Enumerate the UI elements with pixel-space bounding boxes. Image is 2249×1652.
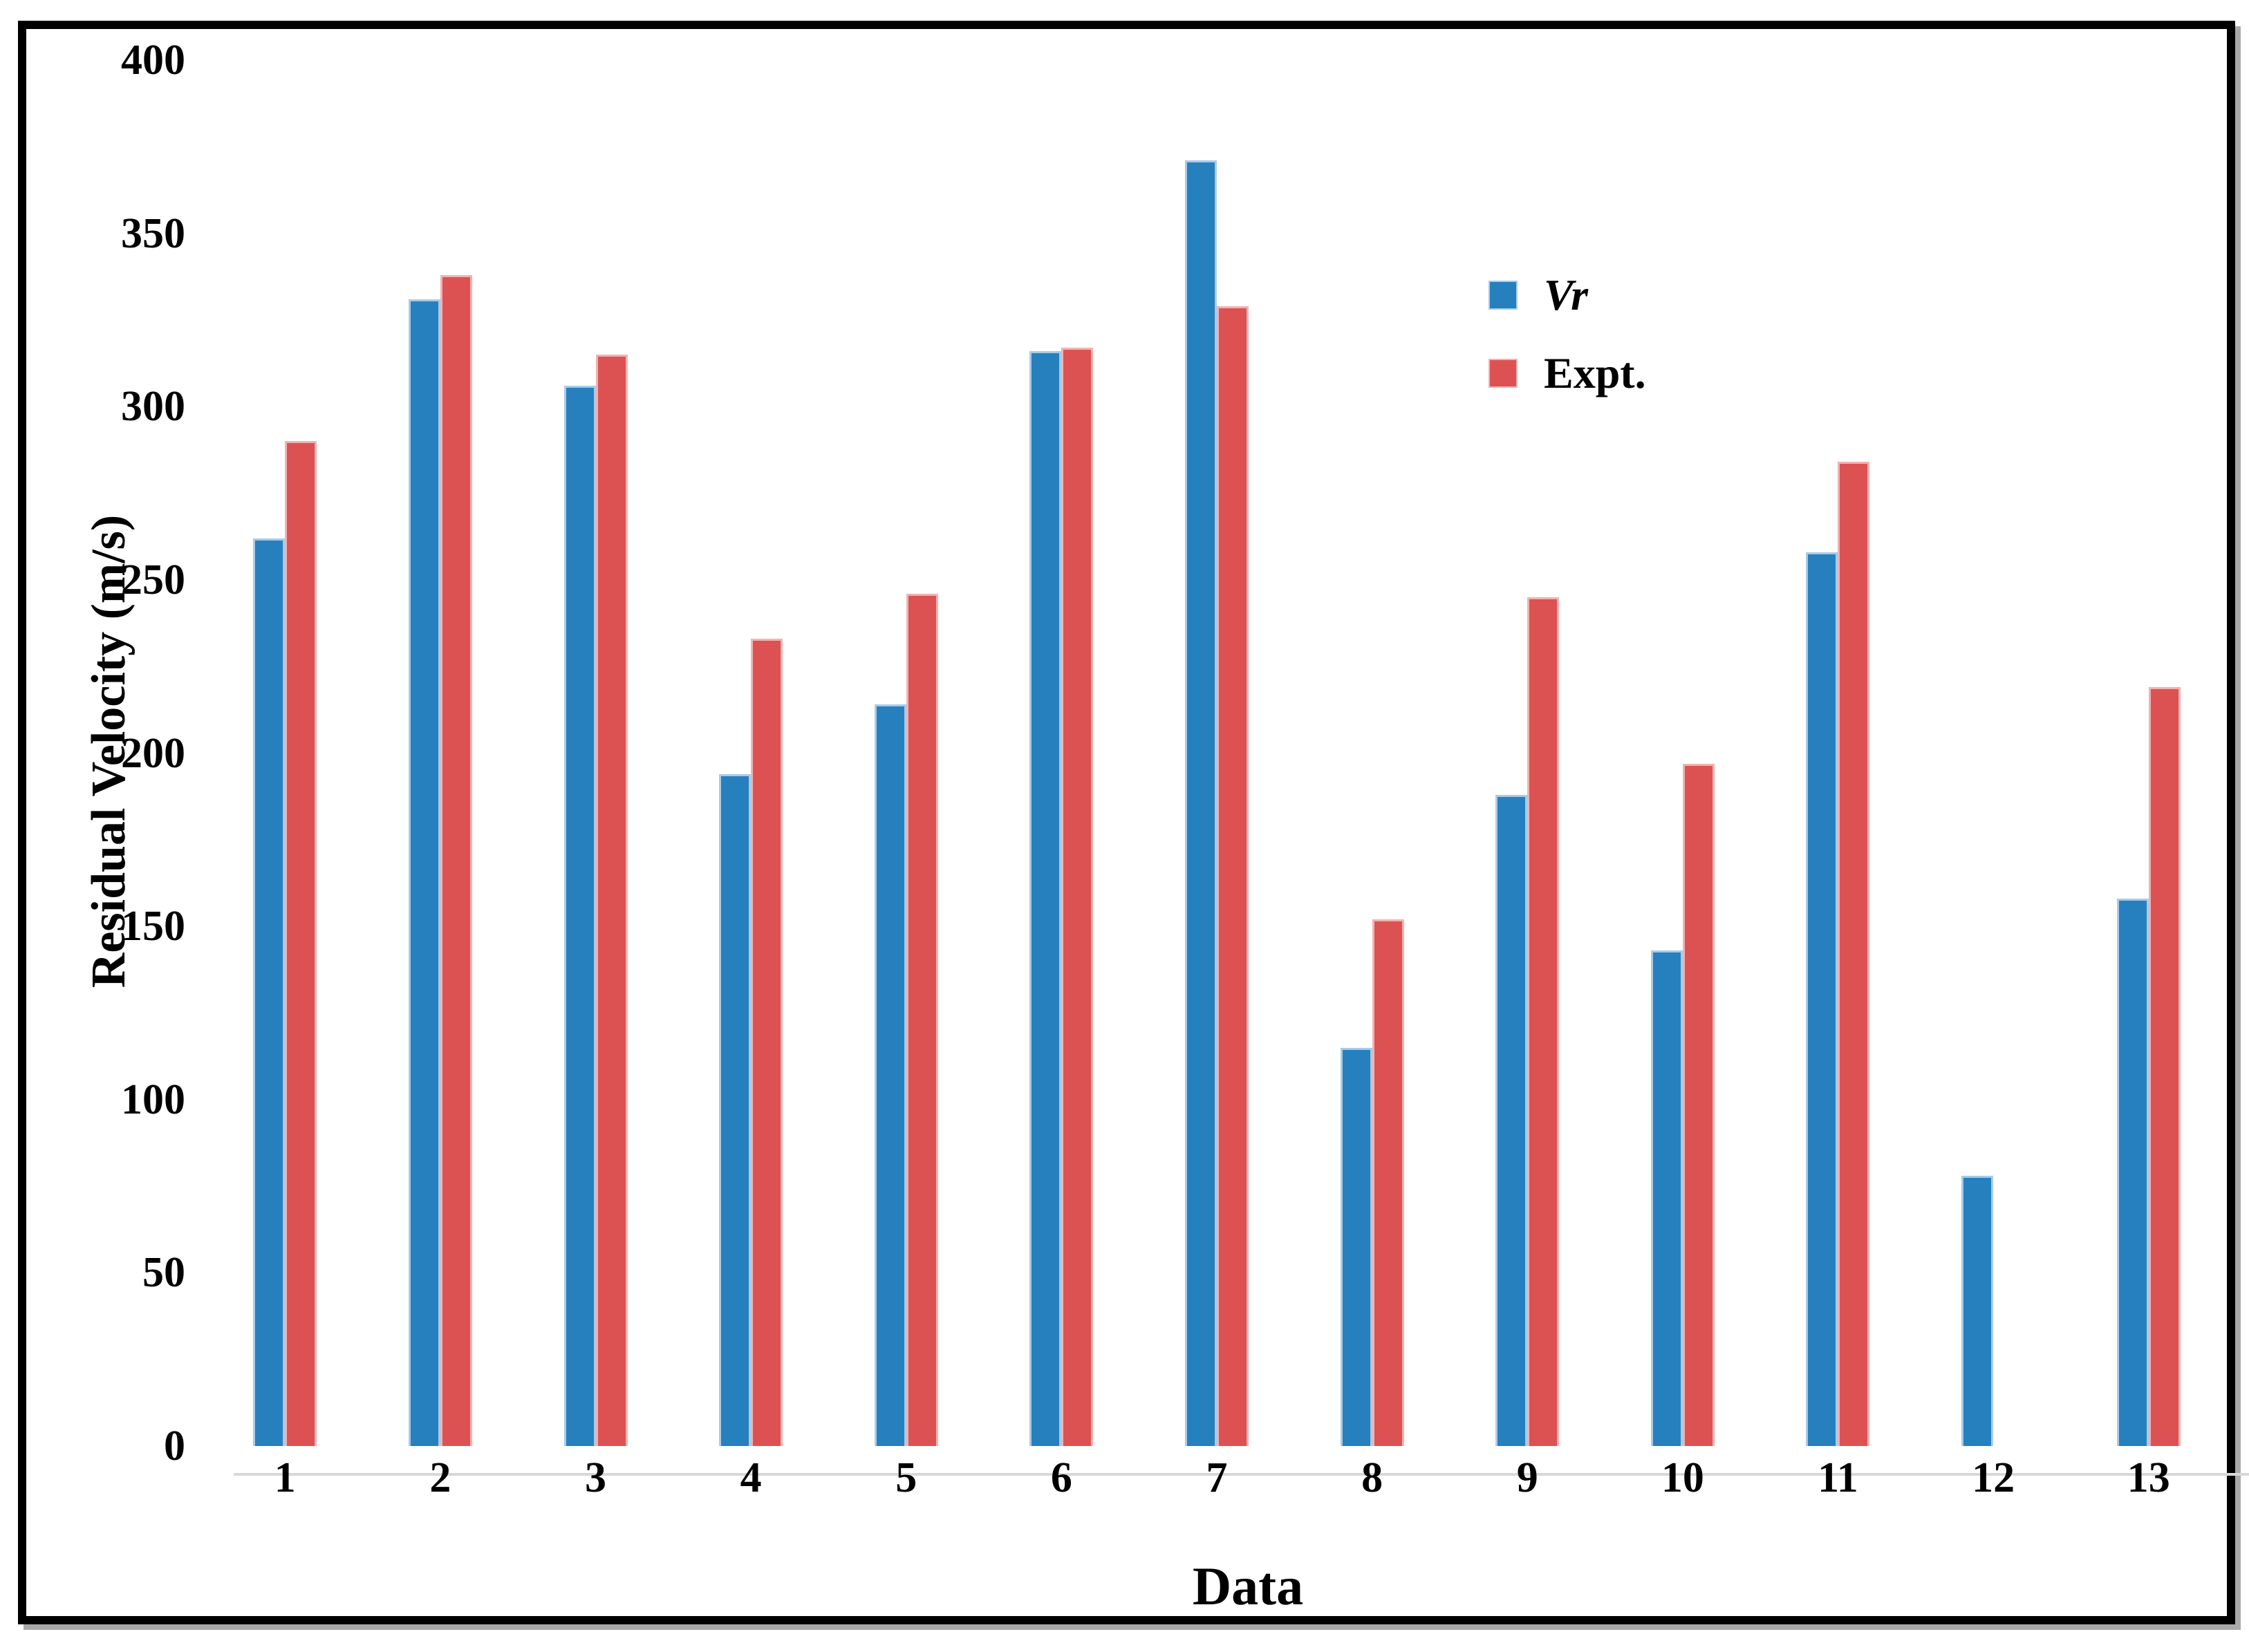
y-tick-label-100: 100 xyxy=(121,1076,185,1123)
y-tick-label-50: 50 xyxy=(142,1249,185,1297)
y-tick-label-400: 400 xyxy=(121,37,185,84)
bar-expt-7 xyxy=(1217,306,1249,1446)
bar-vr-12 xyxy=(1961,1176,1994,1446)
bar-expt-11 xyxy=(1838,462,1870,1446)
bar-vr-9 xyxy=(1495,794,1528,1446)
x-axis-line xyxy=(234,1473,2249,1476)
bar-expt-9 xyxy=(1527,597,1560,1446)
x-tick-label-8: 8 xyxy=(1361,1454,1383,1501)
y-tick-label-350: 350 xyxy=(121,209,185,257)
x-tick-label-13: 13 xyxy=(2127,1454,2170,1501)
x-tick-label-1: 1 xyxy=(274,1454,296,1501)
x-tick-label-4: 4 xyxy=(740,1454,762,1501)
bar-vr-13 xyxy=(2116,899,2149,1446)
x-tick-label-12: 12 xyxy=(1972,1454,2015,1501)
bar-vr-6 xyxy=(1029,351,1062,1446)
bar-vr-2 xyxy=(408,299,440,1446)
bar-expt-13 xyxy=(2148,687,2181,1446)
bar-vr-5 xyxy=(874,704,906,1446)
x-tick-label-11: 11 xyxy=(1818,1454,1858,1501)
y-tick-label-300: 300 xyxy=(121,383,185,431)
bar-vr-11 xyxy=(1806,552,1838,1446)
legend-label: Expt. xyxy=(1544,348,1646,397)
bar-vr-7 xyxy=(1185,160,1217,1446)
bar-expt-5 xyxy=(906,593,938,1446)
y-tick-label-150: 150 xyxy=(121,903,185,950)
x-tick-label-5: 5 xyxy=(895,1454,917,1501)
legend-item-vr: Vr xyxy=(1489,273,1588,317)
x-tick-label-6: 6 xyxy=(1050,1454,1072,1501)
legend-label: Vr xyxy=(1544,270,1589,319)
legend-item-expt: Expt. xyxy=(1489,351,1646,395)
legend-swatch-icon xyxy=(1489,359,1518,388)
bar-expt-1 xyxy=(285,441,317,1446)
bar-expt-10 xyxy=(1682,763,1715,1446)
bar-expt-4 xyxy=(751,639,783,1446)
x-tick-label-10: 10 xyxy=(1661,1454,1704,1501)
legend-swatch-icon xyxy=(1489,281,1518,310)
bar-vr-8 xyxy=(1340,1047,1372,1446)
bar-expt-2 xyxy=(440,274,472,1446)
figure-frame: Residual Velocity (m/s) 0 50 100 150 200 250 3… xyxy=(18,21,2249,1624)
bar-expt-8 xyxy=(1372,919,1404,1446)
x-tick-label-3: 3 xyxy=(585,1454,607,1501)
x-tick-label-7: 7 xyxy=(1206,1454,1228,1501)
bar-vr-1 xyxy=(253,538,286,1446)
bar-vr-4 xyxy=(719,773,752,1446)
x-axis-title: Data xyxy=(1192,1556,1304,1616)
x-tick-label-9: 9 xyxy=(1516,1454,1538,1501)
bar-vr-3 xyxy=(563,386,596,1446)
bar-expt-3 xyxy=(595,355,628,1446)
bar-vr-10 xyxy=(1650,950,1683,1446)
bar-expt-6 xyxy=(1061,348,1094,1446)
y-tick-label-250: 250 xyxy=(121,556,185,603)
y-tick-label-200: 200 xyxy=(121,729,185,777)
y-tick-label-0: 0 xyxy=(164,1423,185,1470)
x-tick-label-2: 2 xyxy=(429,1454,451,1501)
